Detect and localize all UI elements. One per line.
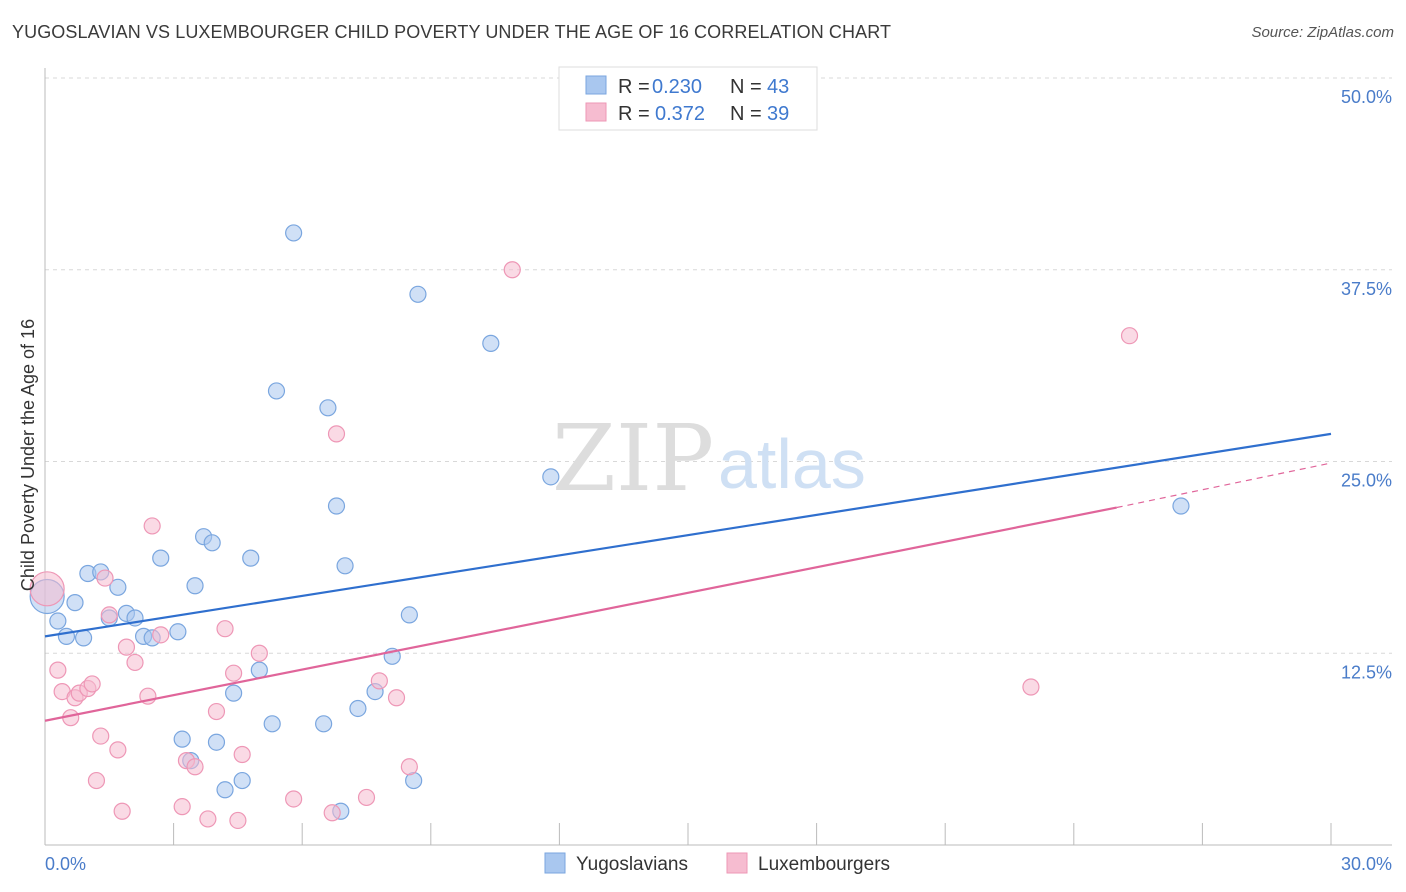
point-luxembourgers [186,758,204,776]
watermark: ZIP atlas [552,405,866,512]
y-tick-label: 25.0% [1341,471,1392,491]
point-luxembourgers [323,804,341,822]
chart-title: YUGOSLAVIAN VS LUXEMBOURGER CHILD POVERT… [12,22,892,42]
point-yugoslavians [327,497,346,515]
point-yugoslavians [542,468,560,486]
point-luxembourgers [126,653,144,672]
y-tick-label: 12.5% [1341,662,1392,682]
point-luxembourgers [285,790,303,808]
legend-n-label: N = [730,103,762,125]
point-yugoslavians [173,730,191,748]
point-yugoslavians [409,285,427,303]
point-yugoslavians [57,627,76,645]
point-luxembourgers [225,664,243,682]
point-yugoslavians [225,684,243,702]
chart-source: Source: ZipAtlas.com [1251,24,1394,41]
legend-swatch-luxembourgers [585,102,607,122]
point-luxembourgers [370,672,388,690]
point-yugoslavians [285,224,303,242]
point-yugoslavians [319,399,337,417]
point-luxembourgers [49,661,67,679]
point-luxembourgers [400,758,418,776]
series-legend: Yugoslavians Luxembourgers [544,852,890,875]
bottom-legend-swatch-luxembourgers [726,852,748,874]
point-yugoslavians [216,781,234,799]
point-yugoslavians [152,549,170,567]
point-yugoslavians [349,699,367,718]
point-luxembourgers [29,571,65,607]
legend-n-value-yugoslavians: 43 [767,76,789,98]
point-yugoslavians [250,661,268,679]
point-luxembourgers [173,798,191,816]
point-luxembourgers [113,802,131,820]
point-yugoslavians [263,715,281,733]
x-tick-labels: 0.0% 30.0% [45,854,1392,874]
point-luxembourgers [207,702,226,721]
point-luxembourgers [387,689,406,707]
point-luxembourgers [503,261,521,279]
x-tick-label: 0.0% [45,854,86,874]
point-yugoslavians [315,715,333,733]
point-luxembourgers [216,620,234,638]
point-luxembourgers [83,675,101,693]
point-luxembourgers [100,606,118,624]
point-yugoslavians [336,557,354,575]
scatter-points [29,224,1190,830]
trend-line-luxembourgers-extension [1116,462,1332,509]
trend-line-yugoslavians [44,432,1332,638]
point-luxembourgers [117,638,136,656]
point-luxembourgers [199,810,217,828]
point-yugoslavians [233,771,251,790]
stats-legend: R = 0.230 N = 43 R = 0.372 N = 39 [558,66,818,131]
point-yugoslavians [109,578,127,596]
point-luxembourgers [96,569,114,587]
watermark-atlas: atlas [718,425,866,503]
y-tick-label: 37.5% [1341,279,1392,299]
point-yugoslavians [482,334,500,352]
point-luxembourgers [250,644,268,662]
point-luxembourgers [1120,327,1139,345]
legend-swatch-yugoslavians [585,75,607,95]
y-axis-label: Child Poverty Under the Age of 16 [18,319,38,591]
point-yugoslavians [242,549,260,567]
y-tick-labels: 12.5% 25.0% 37.5% 50.0% [1341,87,1392,682]
point-yugoslavians [66,594,84,612]
axes [44,68,1392,846]
bottom-legend-swatch-yugoslavians [544,852,566,874]
trend-line-luxembourgers [44,506,1117,722]
point-luxembourgers [327,425,346,443]
trend-lines [44,432,1332,722]
point-luxembourgers [152,626,170,644]
point-yugoslavians [207,733,226,751]
legend-r-value-luxembourgers: 0.372 [655,103,705,125]
point-yugoslavians [203,534,221,552]
legend-r-label: R = [618,103,650,125]
bottom-legend-label-luxembourgers: Luxembourgers [758,854,890,875]
point-yugoslavians [400,606,418,624]
watermark-zip: ZIP [552,405,714,512]
point-yugoslavians [1172,497,1190,515]
point-luxembourgers [233,745,251,764]
bottom-legend-label-yugoslavians: Yugoslavians [576,854,688,875]
point-luxembourgers [1022,678,1040,696]
point-yugoslavians [169,623,187,641]
point-luxembourgers [229,811,247,830]
legend-n-label: N = [730,76,762,98]
y-tick-label: 50.0% [1341,87,1392,107]
point-yugoslavians [186,577,204,595]
point-yugoslavians [74,629,93,647]
legend-r-value-yugoslavians: 0.230 [652,76,702,98]
point-luxembourgers [109,741,127,759]
point-luxembourgers [87,771,106,790]
point-yugoslavians [267,382,286,400]
point-luxembourgers [143,517,161,535]
point-yugoslavians [49,612,67,630]
grid-lines [45,77,1392,654]
x-tick-label: 30.0% [1341,854,1392,874]
point-luxembourgers [92,727,110,745]
legend-n-value-luxembourgers: 39 [767,103,789,125]
point-luxembourgers [357,788,376,807]
legend-r-label: R = [618,76,650,98]
